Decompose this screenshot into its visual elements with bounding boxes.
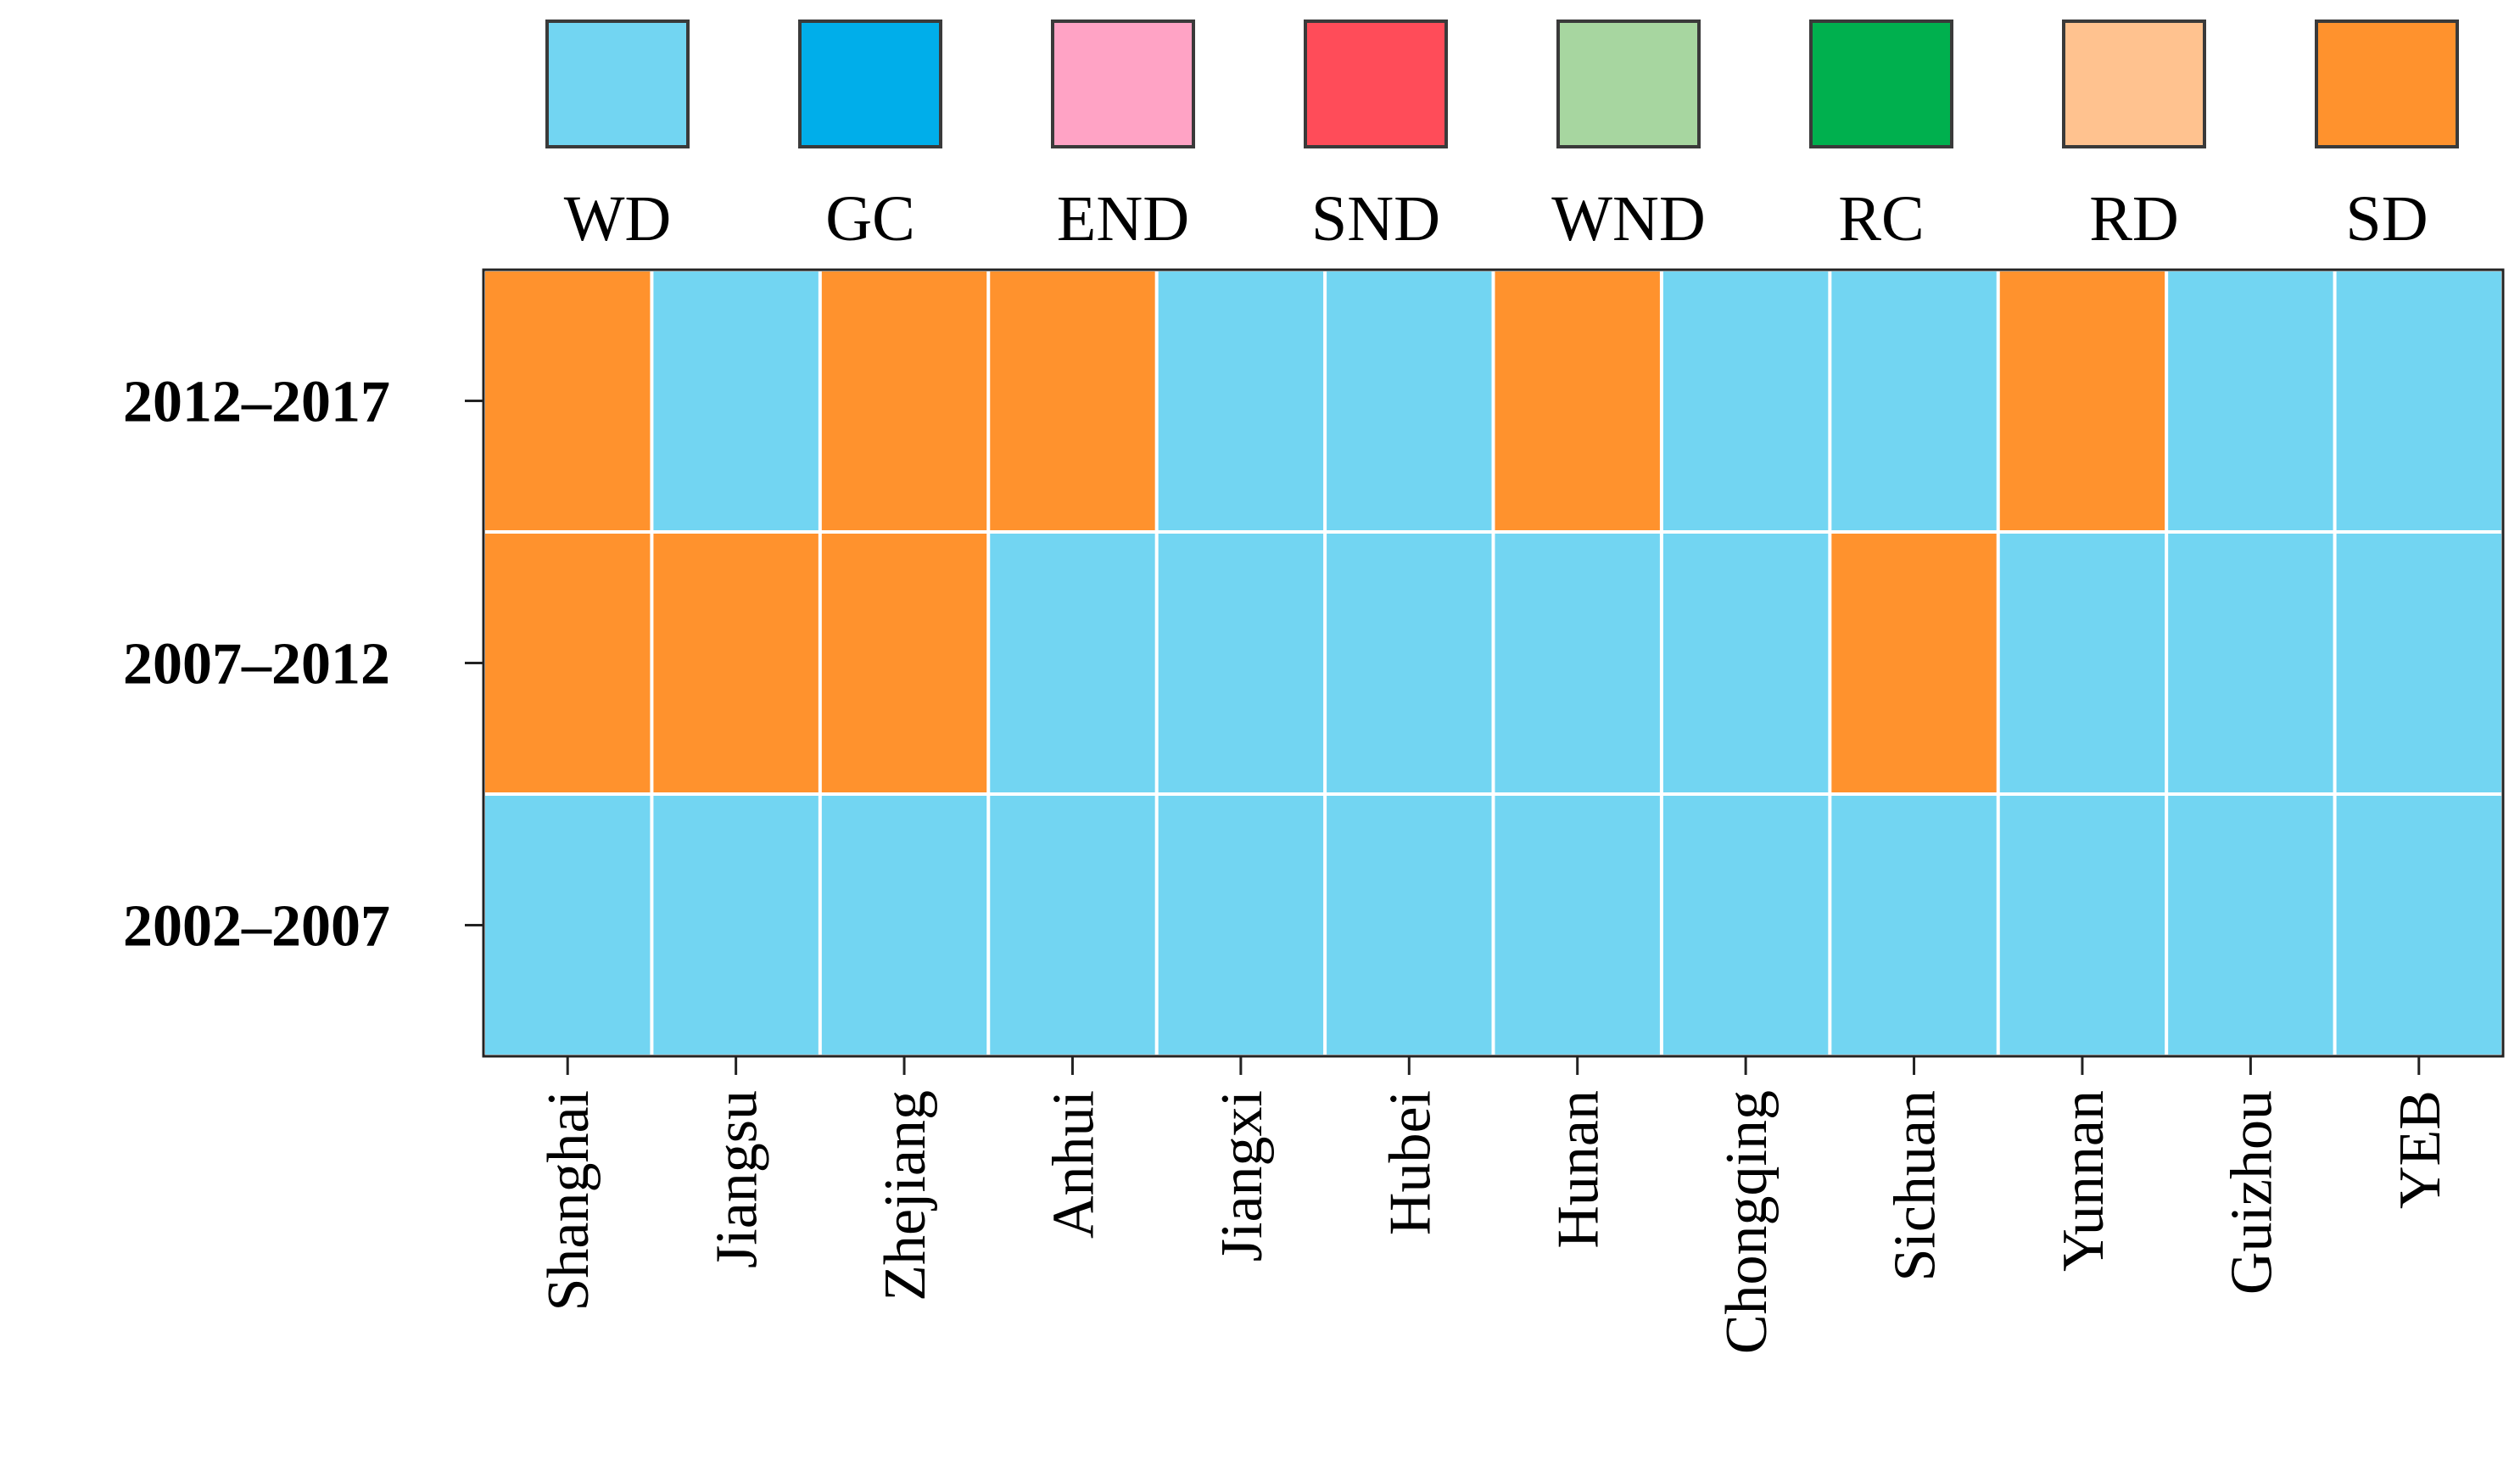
cell-2007-2012-chongqing-wd xyxy=(1662,534,1829,792)
cell-2007-2012-jiangxi-wd xyxy=(1158,534,1324,792)
legend-label-wd: WD xyxy=(564,183,672,255)
col-label-jiangsu: Jiangsu xyxy=(705,1090,770,1268)
row-label-2012-2017: 2012–2017 xyxy=(123,370,390,435)
legend-label-rd: RD xyxy=(2089,183,2179,255)
cell-2002-2007-chongqing-wd xyxy=(1662,796,1829,1055)
legend-label-end: END xyxy=(1057,183,1189,255)
cell-2012-2017-zhejiang-sd xyxy=(821,271,987,530)
row-label-2007-2012: 2007–2012 xyxy=(123,632,390,697)
legend-label-wnd: WND xyxy=(1551,183,1706,255)
plot-area xyxy=(482,268,2505,1058)
cell-2012-2017-hunan-sd xyxy=(1495,271,1660,530)
col-label-sichuan: Sichuan xyxy=(1883,1090,1948,1282)
cell-2007-2012-yeb-wd xyxy=(2336,534,2501,792)
cell-2007-2012-zhejiang-sd xyxy=(821,534,987,792)
col-label-shanghai: Shanghai xyxy=(536,1090,601,1312)
cell-2002-2007-hunan-wd xyxy=(1495,796,1660,1055)
legend-swatch-rc xyxy=(1809,20,1953,148)
row-label-2002-2007: 2002–2007 xyxy=(123,894,390,960)
legend: WD GC END SND WND RC RD SD xyxy=(545,20,2459,255)
legend-swatch-rd xyxy=(2062,20,2206,148)
cell-2007-2012-shanghai-sd xyxy=(485,534,651,792)
cell-2002-2007-hubei-wd xyxy=(1327,796,1492,1055)
cell-2012-2017-jiangxi-wd xyxy=(1158,271,1324,530)
cell-2007-2012-anhui-wd xyxy=(990,534,1155,792)
column-labels: Shanghai Jiangsu Zhejiang Anhui Jiangxi Hubei… xyxy=(536,1056,2453,1354)
legend-swatch-gc xyxy=(798,20,942,148)
cell-2002-2007-shanghai-wd xyxy=(485,796,651,1055)
cell-2012-2017-jiangsu-wd xyxy=(653,271,819,530)
legend-label-sd: SD xyxy=(2345,183,2428,255)
row-labels: 2012–2017 2007–2012 2002–2007 xyxy=(123,370,483,960)
col-label-yunnan: Yunnan xyxy=(2051,1090,2116,1272)
legend-label-rc: RC xyxy=(1838,183,1924,255)
cell-2002-2007-yeb-wd xyxy=(2336,796,2501,1055)
cell-2007-2012-hubei-wd xyxy=(1327,534,1492,792)
cell-2002-2007-jiangsu-wd xyxy=(653,796,819,1055)
col-label-chongqing: Chongqing xyxy=(1714,1090,1780,1354)
col-label-guizhou: Guizhou xyxy=(2219,1090,2284,1295)
col-label-yeb: YEB xyxy=(2388,1090,2453,1209)
plot-background xyxy=(483,270,2503,1056)
legend-swatch-sd xyxy=(2315,20,2459,148)
cell-2007-2012-guizhou-wd xyxy=(2168,534,2333,792)
cell-2007-2012-jiangsu-sd xyxy=(653,534,819,792)
cell-2012-2017-yunnan-sd xyxy=(1999,271,2165,530)
cell-2002-2007-zhejiang-wd xyxy=(821,796,987,1055)
cell-2002-2007-sichuan-wd xyxy=(1831,796,1997,1055)
cell-2002-2007-jiangxi-wd xyxy=(1158,796,1324,1055)
cell-2002-2007-anhui-wd xyxy=(990,796,1155,1055)
col-label-zhejiang: Zhejiang xyxy=(873,1090,938,1301)
legend-label-snd: SND xyxy=(1311,183,1440,255)
cell-2012-2017-guizhou-wd xyxy=(2168,271,2333,530)
legend-swatch-snd xyxy=(1304,20,1448,148)
cell-2007-2012-yunnan-wd xyxy=(1999,534,2165,792)
legend-swatch-wnd xyxy=(1556,20,1701,148)
cell-2012-2017-sichuan-wd xyxy=(1831,271,1997,530)
cell-2012-2017-yeb-wd xyxy=(2336,271,2501,530)
cell-2002-2007-guizhou-wd xyxy=(2168,796,2333,1055)
legend-swatch-end xyxy=(1051,20,1195,148)
legend-label-gc: GC xyxy=(825,183,915,255)
cell-2012-2017-shanghai-sd xyxy=(485,271,651,530)
cell-2012-2017-hubei-wd xyxy=(1327,271,1492,530)
cell-2012-2017-anhui-sd xyxy=(990,271,1155,530)
legend-swatch-wd xyxy=(545,20,690,148)
cell-2007-2012-hunan-wd xyxy=(1495,534,1660,792)
cell-2002-2007-yunnan-wd xyxy=(1999,796,2165,1055)
col-label-hunan: Hunan xyxy=(1546,1090,1612,1249)
cell-2007-2012-sichuan-sd xyxy=(1831,534,1997,792)
col-label-hubei: Hubei xyxy=(1377,1090,1443,1235)
col-label-jiangxi: Jiangxi xyxy=(1210,1090,1275,1262)
col-label-anhui: Anhui xyxy=(1041,1090,1106,1239)
cell-2012-2017-chongqing-wd xyxy=(1662,271,1829,530)
